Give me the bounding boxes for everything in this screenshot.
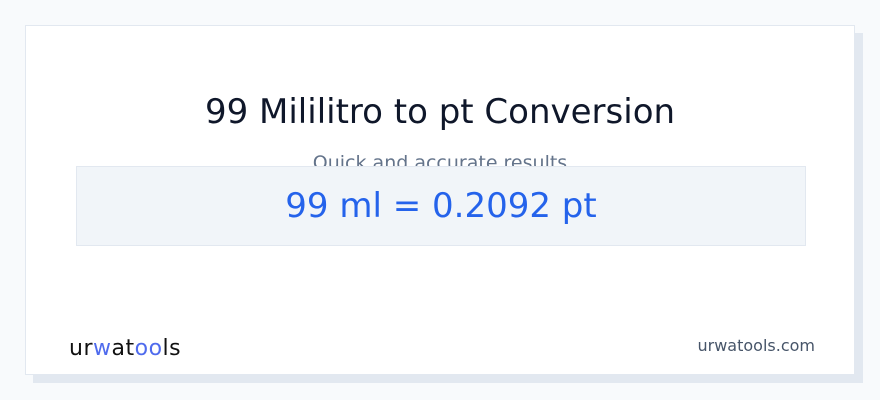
result-box: 99 ml = 0.2092 pt [76,166,806,246]
urwatools-logo: urwatools [69,336,181,361]
result-text: 99 ml = 0.2092 pt [285,186,597,226]
conversion-card: 99 Mililitro to pt Conversion Quick and … [25,25,855,375]
logo-part: at [111,336,135,361]
logo-part: ls [162,336,182,361]
logo-part: ur [69,336,93,361]
logo-part: oo [134,336,163,361]
logo-part: w [93,336,112,361]
site-url: urwatools.com [697,336,816,355]
page-title: 99 Mililitro to pt Conversion [204,92,676,132]
